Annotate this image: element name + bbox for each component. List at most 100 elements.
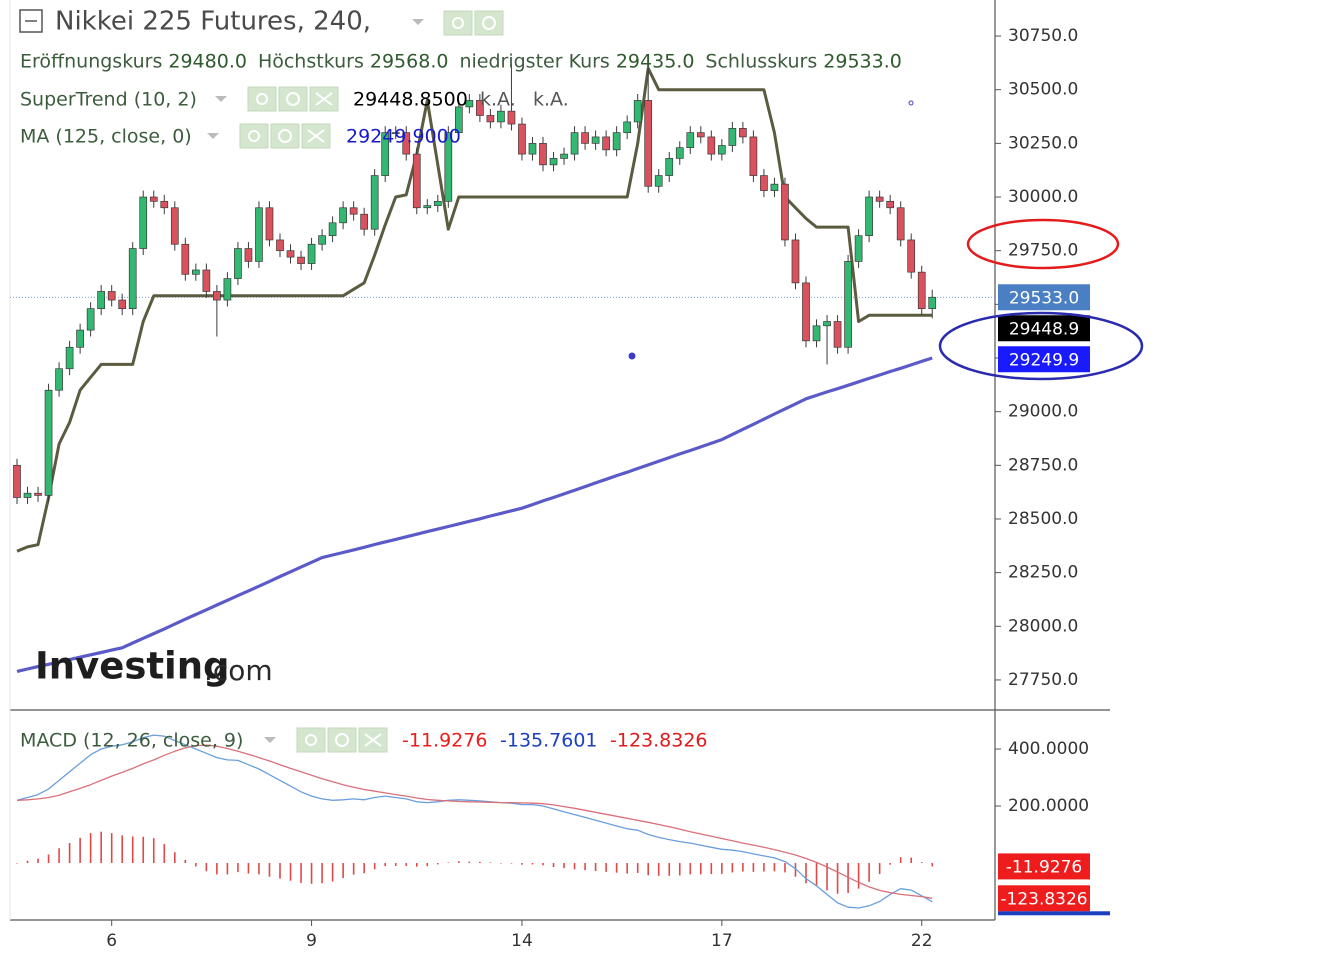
histogram-bar bbox=[110, 833, 113, 864]
histogram-bar bbox=[310, 863, 313, 884]
candle-body bbox=[181, 243, 190, 275]
histogram-bar bbox=[279, 863, 281, 879]
candle-body bbox=[812, 325, 821, 342]
histogram-bar bbox=[573, 863, 576, 870]
candle-body bbox=[244, 248, 253, 262]
histogram-bar bbox=[531, 863, 534, 865]
dropdown-arrow[interactable] bbox=[215, 96, 227, 102]
price-tag-label: 29533.0 bbox=[1009, 288, 1079, 308]
price-tag bbox=[998, 346, 1090, 373]
histogram-bar bbox=[626, 863, 628, 874]
y-tick-label: 29750.0 bbox=[1008, 241, 1078, 261]
y-tick-label: 28500.0 bbox=[1008, 509, 1078, 529]
dropdown-arrow[interactable] bbox=[264, 737, 276, 743]
candle-body bbox=[928, 296, 937, 309]
signal-line bbox=[16, 744, 933, 899]
histogram-bar bbox=[237, 863, 239, 873]
candle-body bbox=[570, 132, 579, 155]
candle-body bbox=[433, 200, 442, 206]
candle-body bbox=[581, 132, 589, 144]
candle-body bbox=[539, 143, 547, 166]
histogram-bar bbox=[542, 863, 544, 866]
histogram-bar bbox=[752, 863, 755, 872]
macd-legend-name: MACD (12, 26, close, 9) bbox=[20, 730, 243, 752]
candle-body bbox=[370, 175, 379, 230]
y-tick-label: 400.0000 bbox=[1008, 739, 1089, 759]
candle-body bbox=[507, 110, 516, 125]
histogram-bar bbox=[636, 863, 639, 873]
candle-body bbox=[749, 136, 758, 176]
y-tick-label: 28750.0 bbox=[1008, 455, 1078, 475]
candle-body bbox=[191, 269, 200, 275]
candle-body bbox=[875, 196, 884, 202]
price-tag-label: -11.9276 bbox=[1006, 857, 1082, 877]
candle-body bbox=[23, 492, 32, 498]
y-tick-label: 29000.0 bbox=[1008, 402, 1078, 422]
candle-body bbox=[770, 183, 779, 191]
legend-status: k.A. bbox=[533, 89, 569, 111]
candle-body bbox=[402, 132, 411, 155]
candle-body bbox=[255, 207, 263, 262]
candle-body bbox=[560, 153, 568, 159]
histogram-bar bbox=[594, 863, 597, 871]
candle-body bbox=[623, 121, 632, 133]
candle-body bbox=[865, 196, 873, 237]
candle-body bbox=[518, 123, 526, 155]
price-tag bbox=[998, 315, 1090, 342]
histogram-bar bbox=[216, 863, 218, 875]
candle-body bbox=[360, 213, 369, 230]
dropdown-arrow[interactable] bbox=[207, 133, 219, 139]
candle-body bbox=[444, 132, 453, 202]
legend-status: k.A. bbox=[480, 89, 516, 111]
ohlc-legend: Eröffnungskurs 29480.0 Höchstkurs 29568.0 ni… bbox=[20, 51, 902, 73]
histogram-bar bbox=[763, 863, 765, 872]
candle-body bbox=[707, 136, 716, 155]
candle-body bbox=[633, 100, 642, 123]
ohlc-value: 29435.0 bbox=[616, 51, 695, 73]
y-tick-label: 30250.0 bbox=[1008, 133, 1078, 153]
candle-body bbox=[381, 132, 390, 176]
candle-body bbox=[781, 183, 789, 241]
ohlc-value: 29533.0 bbox=[823, 51, 902, 73]
ma-icons[interactable] bbox=[239, 123, 331, 149]
candle-body bbox=[223, 278, 232, 301]
histogram-bar bbox=[826, 863, 828, 891]
histogram-bar bbox=[394, 863, 397, 866]
y-tick-label: 30750.0 bbox=[1008, 26, 1078, 46]
x-tick-label: 9 bbox=[306, 931, 317, 951]
ohlc-label: niedrigster Kurs bbox=[459, 51, 609, 73]
candle-body bbox=[307, 243, 316, 264]
histogram-bar bbox=[352, 863, 355, 875]
histogram-bar bbox=[468, 861, 471, 864]
candle-body bbox=[802, 282, 810, 342]
y-tick-label: 28250.0 bbox=[1008, 563, 1078, 583]
candle-body bbox=[602, 136, 610, 151]
histogram-bar bbox=[68, 843, 71, 864]
title-icons[interactable] bbox=[443, 10, 504, 36]
macd-legend-value: -135.7601 bbox=[500, 730, 598, 752]
histogram-bar bbox=[647, 863, 649, 876]
histogram-bar bbox=[437, 863, 439, 865]
macd-icons[interactable] bbox=[296, 727, 388, 753]
histogram-bar bbox=[910, 857, 912, 864]
y-tick-label: 30500.0 bbox=[1008, 80, 1078, 100]
candle-body bbox=[791, 239, 800, 284]
dropdown-arrow[interactable] bbox=[412, 19, 424, 25]
histogram-bar bbox=[479, 861, 481, 864]
histogram-bar bbox=[37, 858, 39, 864]
candle-body bbox=[328, 222, 337, 237]
histogram-bar bbox=[710, 863, 713, 875]
histogram-bar bbox=[300, 863, 302, 883]
histogram-bar bbox=[889, 863, 891, 865]
histogram-bar bbox=[678, 863, 681, 876]
candle-body bbox=[896, 207, 905, 241]
histogram-bar bbox=[868, 863, 870, 882]
macd-legend-value: -11.9276 bbox=[402, 730, 487, 752]
y-tick-label: 200.0000 bbox=[1008, 796, 1089, 816]
histogram-bar bbox=[605, 863, 607, 872]
dot bbox=[908, 100, 914, 106]
candle-body bbox=[476, 100, 484, 116]
supertrend-icons[interactable] bbox=[247, 86, 339, 112]
histogram-bar bbox=[489, 862, 492, 864]
